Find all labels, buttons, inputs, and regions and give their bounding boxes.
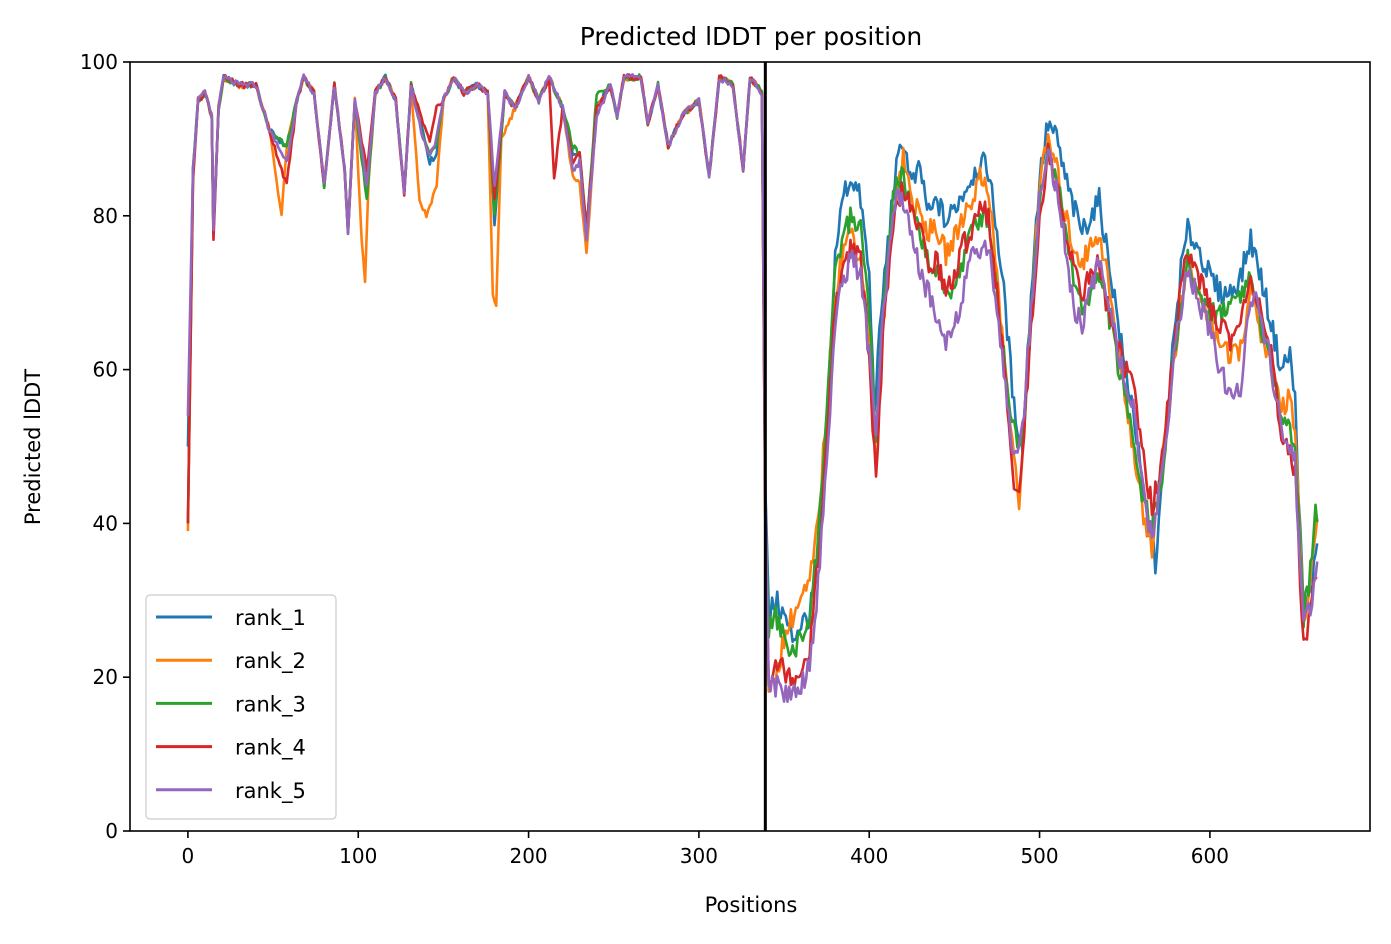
x-tick-label: 300	[680, 844, 718, 868]
y-tick-label: 0	[105, 819, 118, 843]
x-tick-label: 600	[1191, 844, 1229, 868]
plot-frame	[129, 61, 1371, 832]
plot-area	[186, 62, 1319, 831]
legend-label-rank_3: rank_3	[235, 692, 306, 717]
x-tick-label: 0	[182, 844, 195, 868]
legend-label-rank_2: rank_2	[235, 649, 306, 674]
legend-label-rank_4: rank_4	[235, 736, 306, 761]
y-tick-label: 60	[93, 358, 118, 382]
legend: rank_1 rank_2 rank_3 rank_4 rank_5	[145, 594, 337, 820]
chart-title: Predicted lDDT per position	[580, 22, 922, 51]
series-line-rank_5	[186, 73, 1319, 704]
legend-label-rank_5: rank_5	[235, 779, 306, 804]
series-lines	[186, 73, 1319, 704]
y-axis-title: Predicted lDDT	[21, 369, 45, 525]
y-tick-label: 40	[93, 511, 118, 535]
legend-box	[145, 594, 337, 820]
axis-ticks: 0 100 200 300 400 500 600 0 20 40 60 80 100	[80, 50, 1229, 868]
x-tick-label: 400	[850, 844, 888, 868]
x-tick-label: 100	[339, 844, 377, 868]
y-tick-label: 80	[93, 204, 118, 228]
y-tick-label: 20	[93, 665, 118, 689]
legend-label-rank_1: rank_1	[235, 606, 306, 631]
x-tick-label: 200	[509, 844, 547, 868]
x-axis-title: Positions	[705, 893, 798, 917]
x-tick-label: 500	[1020, 844, 1058, 868]
y-tick-label: 100	[80, 50, 118, 74]
